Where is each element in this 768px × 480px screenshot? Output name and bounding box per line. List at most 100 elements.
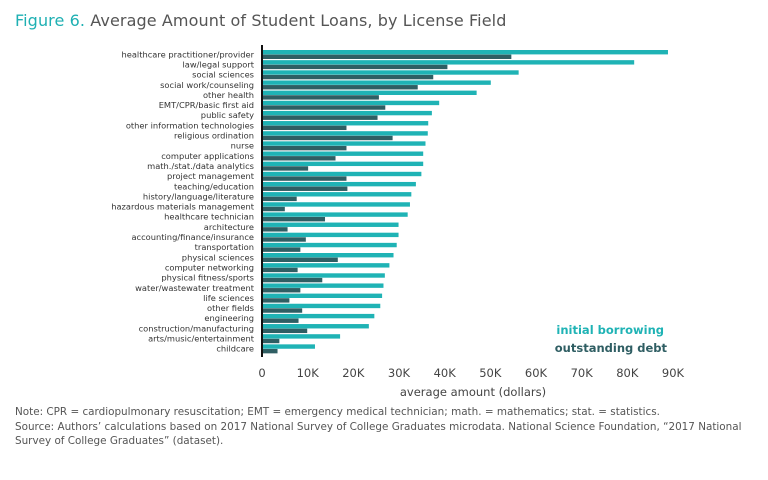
bar-outstanding-debt	[262, 288, 301, 293]
bar-initial-borrowing	[262, 50, 668, 55]
bar-initial-borrowing	[262, 212, 408, 217]
bar-initial-borrowing	[262, 232, 399, 238]
bar-initial-borrowing	[262, 222, 399, 227]
bar-outstanding-debt	[262, 348, 278, 354]
bar-outstanding-debt	[262, 85, 418, 90]
bar-initial-borrowing	[262, 131, 428, 136]
category-label: accounting/finance/insurance	[131, 232, 254, 242]
bar-initial-borrowing	[262, 283, 384, 288]
bar-initial-borrowing	[262, 334, 341, 339]
bar-outstanding-debt	[262, 237, 306, 242]
x-tick-label: 60K	[525, 366, 548, 380]
category-label: arts/music/entertainment	[148, 334, 255, 344]
bar-outstanding-debt	[262, 125, 347, 131]
category-label: law/legal support	[182, 59, 254, 69]
bar-initial-borrowing	[262, 70, 519, 75]
bar-outstanding-debt	[262, 227, 288, 232]
category-label: project management	[167, 171, 255, 181]
x-tick-label: 30K	[388, 366, 411, 380]
bar-outstanding-debt	[262, 318, 299, 323]
bar-outstanding-debt	[262, 74, 434, 80]
category-label: other health	[203, 90, 254, 100]
category-label: computer networking	[165, 262, 254, 272]
category-label: healthcare technician	[164, 212, 254, 222]
x-tick-label: 70K	[571, 366, 594, 380]
x-tick-label: 10K	[297, 366, 320, 380]
category-label: healthcare practitioner/provider	[121, 49, 254, 59]
bar-outstanding-debt	[262, 247, 301, 252]
bar-initial-borrowing	[262, 151, 424, 156]
x-tick-label: 90K	[662, 366, 685, 380]
category-label: social sciences	[192, 70, 254, 80]
bar-initial-borrowing	[262, 293, 383, 298]
bar-outstanding-debt	[262, 298, 290, 303]
category-label: public safety	[201, 110, 254, 120]
category-label: hazardous materials management	[111, 202, 255, 212]
bar-outstanding-debt	[262, 54, 512, 59]
source-text: Source: Authors’ calculations based on 2…	[15, 420, 742, 448]
bar-outstanding-debt	[262, 135, 393, 141]
category-label: transportation	[195, 242, 254, 252]
category-label: nurse	[231, 141, 254, 151]
bar-outstanding-debt	[262, 95, 379, 100]
category-label: teaching/education	[174, 181, 254, 191]
bar-outstanding-debt	[262, 64, 448, 70]
bar-initial-borrowing	[262, 110, 432, 116]
bar-initial-borrowing	[262, 60, 635, 65]
figure-title: Figure 6. Average Amount of Student Loan…	[15, 11, 506, 30]
bar-outstanding-debt	[262, 166, 309, 171]
bar-initial-borrowing	[262, 171, 422, 177]
category-label: construction/manufacturing	[139, 323, 254, 333]
bar-initial-borrowing	[262, 263, 390, 268]
bar-initial-borrowing	[262, 121, 429, 126]
figure-title-text: Average Amount of Student Loans, by Lice…	[90, 11, 507, 30]
category-label: architecture	[204, 222, 254, 232]
bar-initial-borrowing	[262, 324, 369, 329]
bar-chart: healthcare practitioner/providerlaw/lega…	[111, 45, 685, 399]
category-label: history/language/literature	[143, 191, 254, 201]
note-text: Note: CPR = cardiopulmonary resuscitatio…	[15, 406, 660, 418]
category-label: religious ordination	[174, 131, 254, 141]
bar-initial-borrowing	[262, 303, 381, 309]
bar-initial-borrowing	[262, 80, 491, 85]
bar-initial-borrowing	[262, 192, 412, 197]
category-label: social work/counseling	[160, 80, 254, 90]
bar-initial-borrowing	[262, 161, 424, 167]
bar-outstanding-debt	[262, 145, 347, 151]
bar-outstanding-debt	[262, 196, 297, 202]
x-tick-labels: 0 10K 20K 30K 40K 50K 60K 70K 80K 90K	[258, 366, 684, 380]
bar-initial-borrowing	[262, 141, 426, 146]
bar-initial-borrowing	[262, 344, 315, 349]
bar-outstanding-debt	[262, 308, 303, 313]
bar-initial-borrowing	[262, 100, 440, 106]
category-label: other information technologies	[126, 120, 254, 130]
bar-initial-borrowing	[262, 202, 410, 207]
x-tick-label: 80K	[616, 366, 639, 380]
category-label: childcare	[216, 344, 254, 354]
bar-outstanding-debt	[262, 328, 308, 334]
bar-initial-borrowing	[262, 253, 394, 258]
category-label: EMT/CPR/basic first aid	[159, 100, 254, 110]
bar-outstanding-debt	[262, 338, 280, 344]
bar-initial-borrowing	[262, 242, 397, 248]
bar-initial-borrowing	[262, 90, 477, 95]
category-label: math./stat./data analytics	[147, 161, 254, 171]
x-tick-label: 0	[258, 366, 265, 380]
legend-outstanding-debt: outstanding debt	[555, 341, 668, 355]
category-label: engineering	[204, 313, 254, 323]
bar-outstanding-debt	[262, 217, 326, 222]
category-labels: healthcare practitioner/providerlaw/lega…	[111, 49, 255, 353]
bar-outstanding-debt	[262, 206, 285, 212]
bar-outstanding-debt	[262, 277, 323, 283]
x-tick-label: 50K	[479, 366, 502, 380]
bar-initial-borrowing	[262, 313, 375, 319]
category-label: computer applications	[161, 151, 254, 161]
bar-outstanding-debt	[262, 105, 386, 110]
bar-initial-borrowing	[262, 273, 385, 278]
bar-outstanding-debt	[262, 257, 338, 262]
category-label: physical fitness/sports	[161, 273, 254, 283]
bar-outstanding-debt	[262, 176, 347, 181]
bar-outstanding-debt	[262, 156, 336, 161]
category-label: life sciences	[203, 293, 254, 303]
figure-label: Figure 6.	[15, 11, 86, 30]
